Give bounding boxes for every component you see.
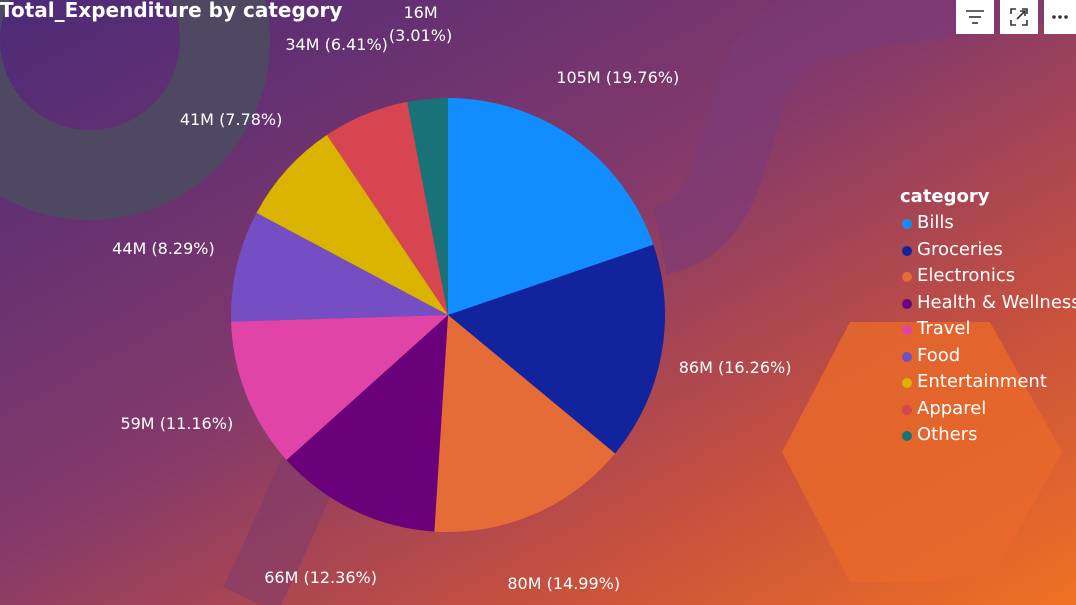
pie-slice-groceries[interactable] — [448, 244, 665, 454]
legend: category Bills Groceries Electronics Health… — [900, 186, 1076, 451]
legend-label: Food — [917, 344, 961, 366]
legend-label: Groceries — [917, 238, 1003, 260]
legend-marker — [902, 378, 912, 388]
chart-title: Total_Expenditure by category — [0, 0, 343, 22]
focus-mode-icon — [1010, 8, 1028, 26]
legend-marker — [902, 298, 912, 309]
legend-label: Electronics — [917, 265, 1016, 286]
legend-item[interactable]: Bills — [900, 212, 990, 239]
legend-item[interactable]: Entertainment — [900, 371, 1047, 398]
legend-label: Health & Wellness — [917, 291, 1076, 313]
filter-icon — [966, 10, 984, 24]
pie-slice-bills[interactable] — [448, 98, 654, 315]
legend-marker — [902, 431, 912, 441]
pie-slice-travel[interactable] — [231, 315, 448, 460]
legend-item[interactable]: Apparel — [900, 398, 990, 425]
legend-marker — [902, 325, 912, 335]
pie-slice-electronics[interactable] — [434, 315, 616, 532]
legend-marker — [902, 404, 912, 415]
legend-item[interactable]: Groceries — [900, 239, 1003, 266]
legend-label: Apparel — [917, 397, 987, 419]
data-label: 105M (19.76%) — [556, 67, 680, 87]
data-label: 34M (6.41%) — [285, 35, 388, 55]
pie-slice-others[interactable] — [407, 98, 448, 315]
data-label: 41M (7.78%) — [179, 109, 283, 129]
data-label: 80M (14.99%) — [507, 573, 621, 593]
legend-label: Entertainment — [917, 371, 1047, 392]
legend-marker — [902, 219, 912, 229]
legend-item[interactable]: Food — [900, 345, 990, 372]
legend-label: Bills — [917, 212, 954, 233]
data-label: 44M (8.29%) — [112, 238, 215, 258]
legend-marker — [902, 272, 912, 282]
focus-mode-button[interactable] — [1000, 0, 1038, 34]
data-label: 86M (16.26%) — [678, 358, 792, 378]
more-options-icon — [1052, 15, 1068, 19]
legend-item[interactable]: Travel — [900, 318, 990, 345]
pie-slice-entertainment[interactable] — [256, 134, 448, 315]
legend-label: Others — [917, 424, 978, 445]
filter-button[interactable] — [956, 0, 994, 34]
legend-item[interactable]: Electronics — [900, 265, 1015, 292]
legend-items: Bills Groceries Electronics Health & Wellne… — [900, 212, 1076, 451]
pie-slice-apparel[interactable] — [326, 101, 448, 316]
pie-slice-food[interactable] — [231, 212, 448, 322]
legend-item[interactable]: Health & Wellness — [900, 292, 1076, 319]
legend-marker — [902, 245, 912, 256]
pie-slice-health-wellness[interactable] — [286, 315, 448, 532]
more-options-button[interactable] — [1044, 0, 1076, 34]
data-label-percent: (3.01%) — [388, 26, 453, 46]
legend-title: category — [900, 186, 990, 207]
data-label: 66M (12.36%) — [264, 568, 377, 588]
data-label: 16M (3.01%) — [389, 1, 452, 47]
data-label-value: 16M — [403, 3, 438, 23]
legend-label: Travel — [917, 318, 971, 339]
data-label: 59M (11.16%) — [120, 414, 234, 434]
legend-item[interactable]: Others — [900, 424, 990, 451]
legend-marker — [902, 351, 912, 362]
